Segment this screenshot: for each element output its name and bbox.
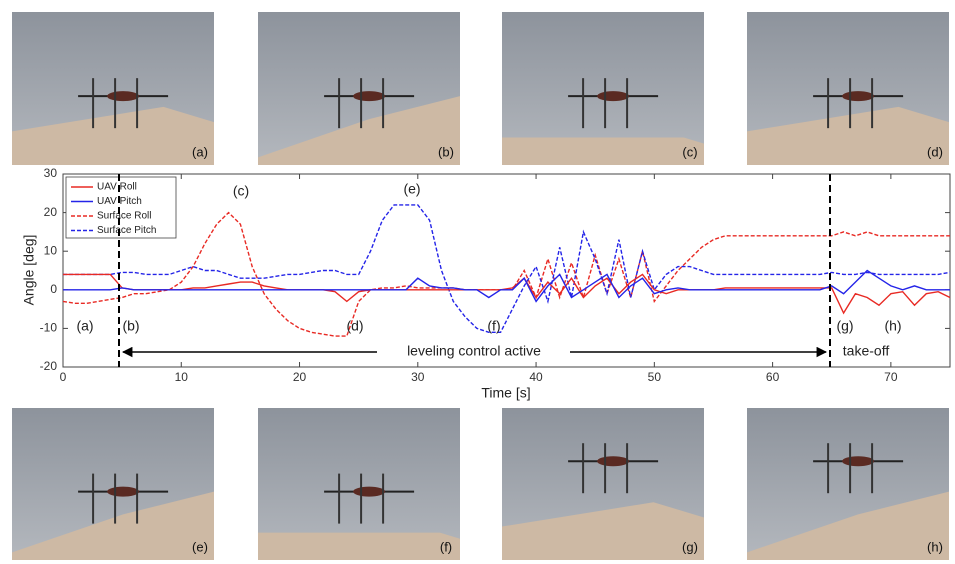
drone-body [107,91,140,102]
drone-body [842,456,875,467]
y-tick-label: 20 [44,205,58,219]
annotation: (d) [346,318,363,334]
y-axis-label: Angle [deg] [21,235,37,306]
board [258,532,460,560]
annotation: (b) [122,318,139,334]
annotation: (a) [76,318,93,334]
x-tick-label: 0 [60,370,67,384]
data-line [63,204,951,333]
photo-label: (c) [682,144,697,159]
y-tick-label: 10 [44,243,58,257]
drone-body [842,91,875,102]
annotation: (e) [403,181,420,197]
board [502,502,704,560]
photo-label: (h) [927,539,943,554]
annotation: leveling control active [407,343,541,359]
annotation: (c) [233,183,249,199]
photo: (c) [502,12,704,165]
photo: (a) [12,12,214,165]
x-tick-label: 60 [766,370,780,384]
photo-label: (a) [192,144,208,159]
drone-body [597,456,630,467]
photo: (b) [258,12,460,165]
x-tick-label: 20 [293,370,307,384]
drone-body [353,91,386,102]
photo: (h) [747,408,949,560]
legend-label: Surface Pitch [97,225,156,236]
photo: (f) [258,408,460,560]
legend-label: Surface Roll [97,211,151,222]
plot-area [62,173,951,368]
board [502,137,704,165]
annotation: take-off [843,343,890,359]
x-tick-label: 40 [529,370,543,384]
photo-label: (e) [192,539,208,554]
drone-body [107,486,140,497]
data-line [63,269,950,303]
annotation: (h) [884,318,901,334]
photo: (e) [12,408,214,560]
y-tick-label: -10 [40,321,58,335]
drone-body [353,486,386,497]
photo-label: (g) [682,539,698,554]
board [747,491,949,560]
y-tick-label: 30 [44,166,58,180]
photo-label: (b) [438,144,454,159]
x-axis-label: Time [s] [481,385,530,401]
annotation: (f) [487,318,500,334]
drone-body [597,91,630,102]
data-line [63,273,951,315]
x-tick-label: 30 [411,370,425,384]
annotation: (g) [836,318,853,334]
photo-label: (d) [927,144,943,159]
x-tick-label: 50 [648,370,662,384]
photo-label: (f) [440,539,452,554]
y-tick-label: 0 [50,282,57,296]
board [12,106,214,165]
x-tick-label: 70 [884,370,898,384]
photo: (g) [502,408,704,560]
board [258,96,460,165]
photo: (d) [747,12,949,165]
legend-label: UAV Roll [97,182,137,193]
board [12,491,214,560]
x-tick-label: 10 [175,370,189,384]
board [747,106,949,165]
y-tick-label: -20 [40,359,58,373]
